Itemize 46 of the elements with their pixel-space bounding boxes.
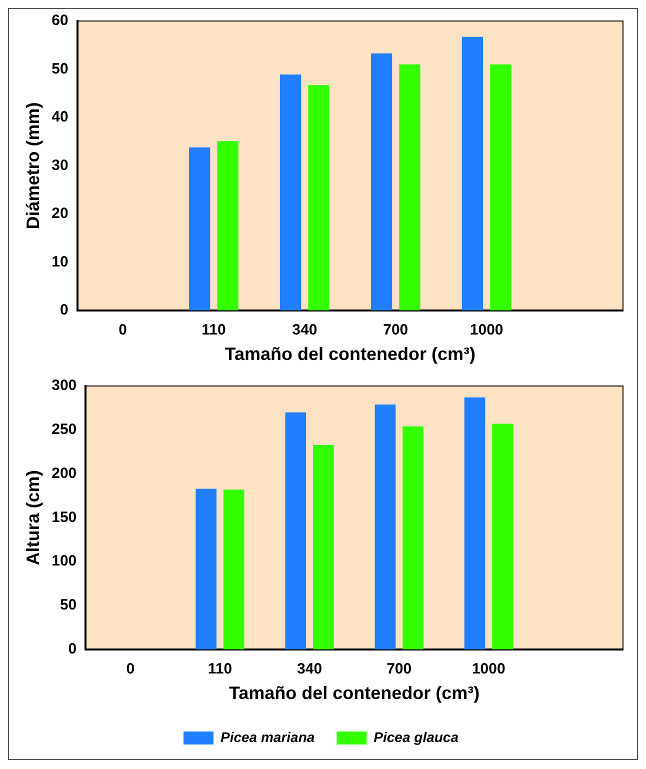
x-tick-label: 1000 bbox=[472, 660, 506, 678]
y-axis-title: Diámetro (mm) bbox=[22, 102, 43, 230]
bar bbox=[280, 74, 302, 310]
x-tick-label: 340 bbox=[292, 322, 318, 339]
y-tick-label: 250 bbox=[52, 421, 77, 438]
y-tick-label: 50 bbox=[52, 60, 68, 78]
x-tick-label: 700 bbox=[386, 660, 412, 678]
x-tick-label: 0 bbox=[118, 322, 127, 339]
y-tick-label: 20 bbox=[52, 205, 68, 222]
bar bbox=[464, 397, 486, 650]
y-tick-label: 0 bbox=[68, 640, 77, 658]
bar bbox=[196, 488, 216, 650]
bar bbox=[399, 64, 420, 310]
y-tick-label: 40 bbox=[52, 108, 68, 126]
x-tick-label: 110 bbox=[208, 660, 232, 678]
y-tick-label: 60 bbox=[52, 12, 68, 30]
y-tick-label: 100 bbox=[52, 552, 77, 570]
x-axis-title: Tamaño del contenedor (cm³) bbox=[224, 344, 476, 364]
y-tick-label: 0 bbox=[60, 302, 68, 319]
x-tick-label: 0 bbox=[126, 660, 135, 678]
y-tick-label: 10 bbox=[52, 253, 68, 270]
bar bbox=[402, 426, 424, 650]
x-tick-label: 110 bbox=[202, 322, 226, 339]
bar bbox=[313, 444, 334, 650]
x-tick-label: 340 bbox=[297, 660, 322, 678]
y-tick-label: 150 bbox=[52, 508, 77, 526]
x-tick-label: 1000 bbox=[470, 322, 504, 339]
bar bbox=[285, 412, 306, 650]
bar bbox=[462, 36, 484, 310]
bar bbox=[490, 64, 512, 310]
x-tick-label: 700 bbox=[383, 322, 408, 339]
bar bbox=[189, 147, 210, 310]
bar bbox=[217, 141, 238, 310]
bar bbox=[308, 85, 330, 310]
x-axis-title: Tamaño del contenedor (cm³) bbox=[228, 683, 480, 704]
bar bbox=[370, 53, 392, 310]
y-tick-label: 300 bbox=[52, 377, 77, 394]
y-tick-label: 200 bbox=[52, 464, 77, 482]
y-tick-label: 50 bbox=[60, 596, 77, 614]
y-axis-title: Altura (cm) bbox=[22, 470, 43, 566]
legend-label: Picea glauca bbox=[374, 728, 459, 745]
bar bbox=[223, 490, 244, 650]
y-tick-label: 30 bbox=[52, 156, 68, 174]
bar bbox=[374, 404, 396, 650]
bar bbox=[492, 424, 513, 650]
legend-label: Picea mariana bbox=[220, 728, 315, 745]
